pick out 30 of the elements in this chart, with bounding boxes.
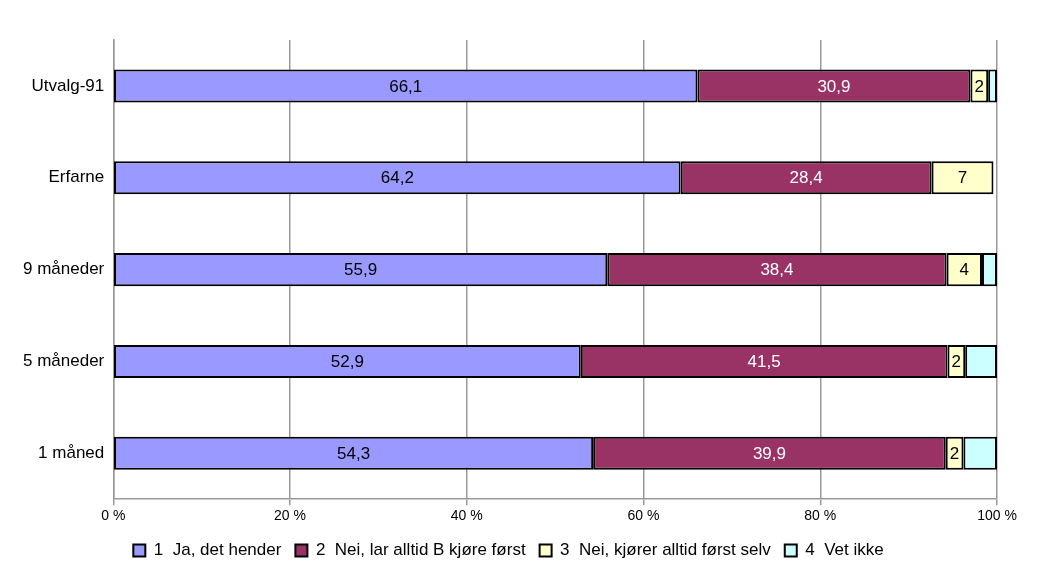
y-tick-label: 9 måneder — [22, 259, 105, 279]
legend-label: 2 Nei, lar alltid B kjøre først — [315, 540, 526, 560]
x-tick-label: 60 % — [627, 507, 660, 524]
data-label: 30,9 — [817, 76, 851, 96]
data-label: 41,5 — [747, 352, 781, 372]
data-label: 52,9 — [330, 352, 364, 372]
data-label: 4 — [959, 260, 970, 280]
data-label: 28,4 — [789, 168, 823, 188]
data-label: 7 — [957, 168, 968, 188]
data-label: 66,1 — [389, 76, 423, 96]
x-tick-label: 20 % — [274, 507, 306, 524]
data-label: 64,2 — [380, 168, 414, 188]
data-label: 2 — [951, 352, 962, 372]
y-tick-label: Erfarne — [48, 167, 105, 187]
x-tick-label: 0 % — [101, 507, 126, 524]
data-label: 54,3 — [337, 443, 371, 463]
data-label: 2 — [974, 76, 985, 96]
x-tick-label: 100 % — [977, 507, 1017, 524]
legend-label: 1 Ja, det hender — [153, 540, 282, 560]
y-tick-label: 5 måneder — [22, 351, 105, 371]
legend-label: 3 Nei, kjører alltid først selv — [560, 540, 772, 560]
x-tick-label: 80 % — [804, 507, 837, 524]
legend-label: 4 Vet ikke — [805, 540, 884, 560]
data-label: 2 — [949, 443, 960, 463]
x-tick-label: 40 % — [450, 507, 483, 524]
data-label: 38,4 — [760, 260, 794, 280]
y-tick-label: 1 måned — [38, 442, 105, 462]
y-tick-label: Utvalg-91 — [31, 75, 105, 95]
data-label: 39,9 — [752, 443, 786, 463]
data-label: 55,9 — [344, 260, 378, 280]
